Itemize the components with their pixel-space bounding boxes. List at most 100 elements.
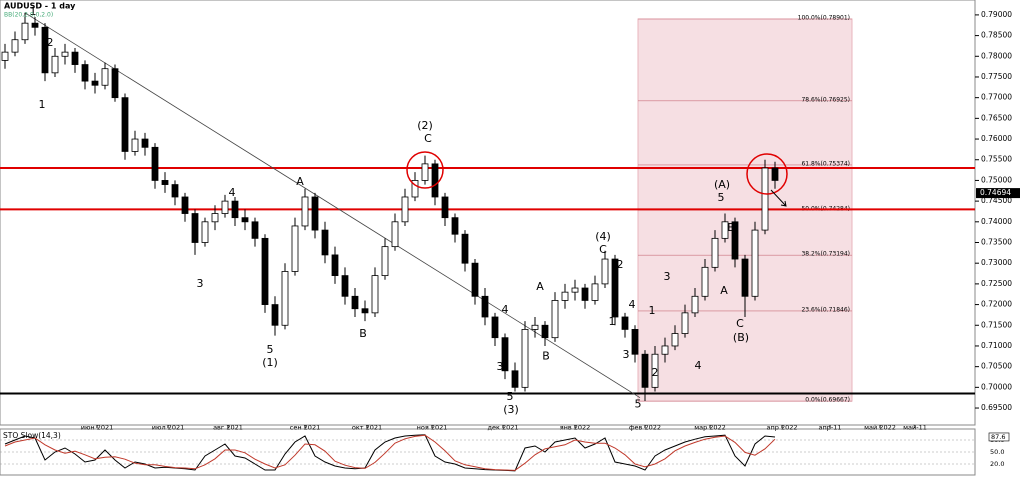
candle-body xyxy=(181,196,189,214)
fib-label: 100.0%(0.78901) xyxy=(798,14,850,21)
y-tick-label: 0.71000 xyxy=(981,341,1012,350)
y-tick-label: 0.78000 xyxy=(981,51,1012,60)
candle-body xyxy=(501,337,509,372)
wave-label: A xyxy=(296,175,304,188)
candle-body xyxy=(41,26,49,74)
wave-label: 4 xyxy=(229,186,236,199)
fib-label: 0.0%(0.69667) xyxy=(805,397,850,404)
candle-body xyxy=(771,167,779,181)
y-tick-label: 0.74500 xyxy=(981,196,1012,205)
candle-body xyxy=(201,221,209,243)
candle-body xyxy=(91,80,99,86)
stochastic-title: STO Slow(14,3) xyxy=(3,431,61,440)
candle-body xyxy=(511,370,519,388)
candle-body xyxy=(681,312,689,334)
wave-label: 2 xyxy=(617,258,624,271)
wave-label: 1 xyxy=(39,98,46,111)
x-tick-label: дек 2021 xyxy=(487,424,518,432)
candle-body xyxy=(541,324,549,339)
wave-label: A xyxy=(720,284,728,297)
y-tick-label: 0.76500 xyxy=(981,113,1012,122)
chart-subtitle: BB(20,2.0,0,2.0) xyxy=(4,12,53,19)
wave-label: C xyxy=(424,132,432,145)
wave-label: 4 xyxy=(629,298,636,311)
y-tick-label: 0.77000 xyxy=(981,93,1012,102)
wave-label: C xyxy=(736,317,744,330)
y-tick-label: 0.79000 xyxy=(981,10,1012,19)
candle-body xyxy=(81,64,89,82)
candle-body xyxy=(481,295,489,318)
y-tick-label: 0.73000 xyxy=(981,258,1012,267)
plot-layer: 100.0%(0.78901) 78.6%(0.76925) 61.8%(0.753… xyxy=(0,5,1020,472)
candle-body xyxy=(61,51,69,57)
wave-label: (A) xyxy=(714,178,730,191)
x-tick-label: июн 2021 xyxy=(81,424,114,432)
y-tick-label: 0.73500 xyxy=(981,238,1012,247)
stochastic-panel xyxy=(0,428,976,476)
candle-body xyxy=(11,39,19,53)
candle-body xyxy=(21,22,29,41)
candle-body xyxy=(111,68,119,99)
y-tick-label: 0.76000 xyxy=(981,134,1012,143)
sto-last-box xyxy=(988,432,1010,442)
candle-body xyxy=(361,308,369,314)
wave-label: 5 xyxy=(635,398,642,411)
y-tick-label: 0.77500 xyxy=(981,72,1012,81)
wave-label: 5 xyxy=(267,343,274,356)
candle-body xyxy=(491,316,499,339)
candle-body xyxy=(141,138,149,148)
candle-body xyxy=(411,180,419,198)
candle-body xyxy=(71,51,79,65)
candle-body xyxy=(751,229,759,297)
candle-body xyxy=(631,329,639,355)
fib-label: 23.6%(0.71846) xyxy=(801,306,850,313)
candle-body xyxy=(1,51,9,61)
candle-body xyxy=(591,283,599,301)
wave-label: (3) xyxy=(503,403,519,416)
candle-body xyxy=(701,266,709,297)
candle-body xyxy=(441,196,449,219)
candle-body xyxy=(271,304,279,326)
wave-label: 3 xyxy=(497,360,504,373)
candle-body xyxy=(731,221,739,260)
candle-body xyxy=(261,237,269,305)
highlight-circle xyxy=(746,153,788,195)
candle-body xyxy=(661,345,669,355)
candle-body xyxy=(671,333,679,347)
candle-body xyxy=(581,287,589,301)
candle-body xyxy=(391,221,399,248)
candle-body xyxy=(551,300,559,339)
highlight-circle xyxy=(406,151,444,189)
candle-body xyxy=(321,229,329,256)
candle-body xyxy=(311,196,319,231)
x-tick-label: май 2022 xyxy=(864,424,896,432)
sto-tick-label: 20.0 xyxy=(990,460,1004,468)
candle-body xyxy=(351,295,359,310)
candle-body xyxy=(401,196,409,223)
wave-label: 4 xyxy=(502,303,509,316)
candle-body xyxy=(341,275,349,297)
candle-body xyxy=(301,196,309,227)
y-tick-label: 0.69500 xyxy=(981,403,1012,412)
candle-body xyxy=(421,163,429,181)
y-tick-label: 0.72500 xyxy=(981,279,1012,288)
wave-label: (4) xyxy=(595,230,611,243)
wave-label: 2 xyxy=(47,36,54,49)
wave-label: (B) xyxy=(733,331,749,344)
sto-line xyxy=(4,434,776,471)
candle-body xyxy=(251,221,259,239)
wave-label: C xyxy=(599,243,607,256)
candle-body xyxy=(531,324,539,330)
wave-label: 3 xyxy=(623,348,630,361)
x-tick-label: сен 2021 xyxy=(290,424,320,432)
candle-body xyxy=(621,316,629,330)
x-tick-label: фев 2022 xyxy=(629,424,661,432)
candle-body xyxy=(381,246,389,277)
candle-body xyxy=(191,213,199,243)
x-tick-label: апр 2022 xyxy=(767,424,798,432)
wave-label: 1 xyxy=(30,5,37,18)
wave-label: 3 xyxy=(664,270,671,283)
y-tick-label: 0.71500 xyxy=(981,320,1012,329)
candle-body xyxy=(641,353,649,388)
